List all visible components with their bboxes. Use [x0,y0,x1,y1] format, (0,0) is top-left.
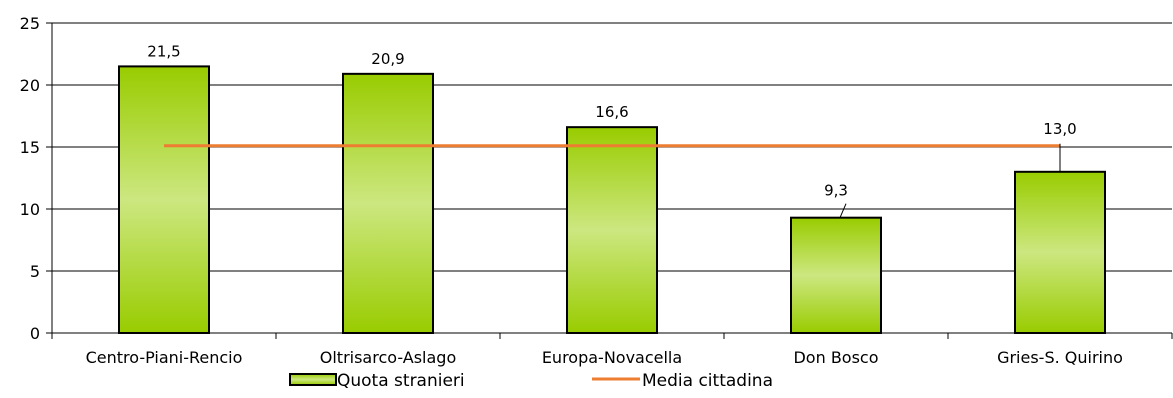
axes: 0 5 10 15 20 25 Centro-Piani-Rencio Oltrisarco-… [20,14,1173,367]
x-tick-label: Gries-S. Quirino [997,348,1123,367]
bar [342,72,434,334]
bar [566,126,658,334]
x-tick-label: Centro-Piani-Rencio [86,348,243,367]
y-tick-label: 0 [30,324,40,343]
legend-label-bars: Quota stranieri [337,371,465,391]
y-tick-label: 10 [20,200,40,219]
x-tick-label: Oltrisarco-Aslago [320,348,456,367]
data-label: 9,3 [824,182,848,200]
x-tick-label: Don Bosco [793,348,878,367]
data-label-leader [839,203,847,218]
data-label: 16,6 [595,103,628,121]
y-tick-label: 20 [20,76,40,95]
bar [118,65,210,335]
bar [790,216,882,334]
y-tick-label: 15 [20,138,40,157]
data-label: 13,0 [1043,120,1076,138]
data-label: 21,5 [147,42,180,60]
legend: Quota stranieri Media cittadina [289,371,773,391]
x-tick-label: Europa-Novacella [542,348,682,367]
legend-swatch-bars [289,373,337,386]
y-tick-label: 25 [20,14,40,33]
y-tick-label: 5 [30,262,40,281]
bars [118,65,1106,335]
legend-label-line: Media cittadina [642,371,773,391]
bar [1014,170,1106,334]
data-label: 20,9 [371,50,404,68]
data-labels: 21,5 20,9 16,6 9,3 13,0 [147,42,1077,218]
